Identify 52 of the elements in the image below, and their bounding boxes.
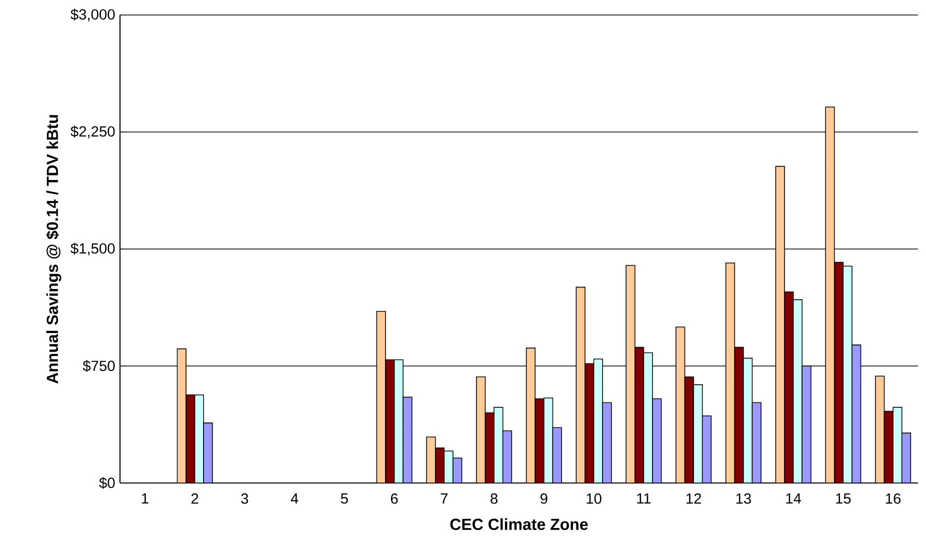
bar	[502, 430, 512, 483]
bar	[593, 358, 604, 483]
bar	[402, 396, 412, 483]
bar	[875, 376, 885, 483]
bar	[852, 344, 862, 483]
bar	[394, 359, 404, 483]
bar	[576, 286, 586, 483]
bar	[775, 166, 785, 483]
bar	[544, 398, 554, 483]
x-tick-label: 2	[191, 493, 198, 504]
x-tick-label: 9	[540, 493, 548, 504]
x-tick-label: 7	[440, 493, 448, 504]
y-axis-title: Annual Savings @ $0.14 / TDV kBtu	[46, 115, 62, 384]
bar	[476, 376, 486, 483]
bar	[842, 266, 852, 483]
bar	[376, 310, 386, 483]
bar	[194, 394, 204, 483]
bar	[725, 262, 736, 483]
x-tick-label: 5	[340, 493, 348, 504]
bar	[743, 358, 753, 483]
y-tick-label: $1,500	[70, 242, 115, 256]
x-tick-label: 1	[142, 493, 148, 504]
bar	[176, 348, 186, 483]
x-tick-label: 14	[786, 493, 802, 504]
bar	[825, 106, 835, 483]
bar	[643, 352, 653, 483]
bar	[693, 384, 703, 483]
x-tick-label: 12	[686, 493, 701, 504]
y-tick-label: $2,250	[70, 126, 115, 138]
y-tick-label: $750	[82, 360, 115, 372]
bar	[602, 402, 612, 483]
y-tick-label: $3,000	[70, 8, 115, 22]
x-axis-title: CEC Climate Zone	[450, 518, 588, 530]
x-tick-label: 11	[637, 493, 651, 504]
x-tick-label: 16	[886, 493, 901, 504]
bar	[802, 366, 812, 483]
bar	[792, 299, 803, 483]
bar	[752, 402, 762, 483]
x-tick-label: 6	[390, 493, 398, 504]
x-tick-label: 4	[290, 493, 298, 504]
bar	[626, 264, 636, 483]
x-tick-label: 3	[241, 493, 248, 504]
bar	[676, 326, 686, 483]
bar	[652, 398, 662, 483]
y-tick-label: $0	[99, 477, 115, 489]
x-tick-label: 13	[736, 493, 751, 504]
bar	[494, 406, 504, 483]
bar	[892, 406, 902, 483]
bar	[526, 348, 536, 483]
x-tick-label: 8	[490, 493, 498, 504]
x-tick-label: 10	[586, 493, 602, 504]
x-tick-label: 15	[836, 493, 851, 504]
